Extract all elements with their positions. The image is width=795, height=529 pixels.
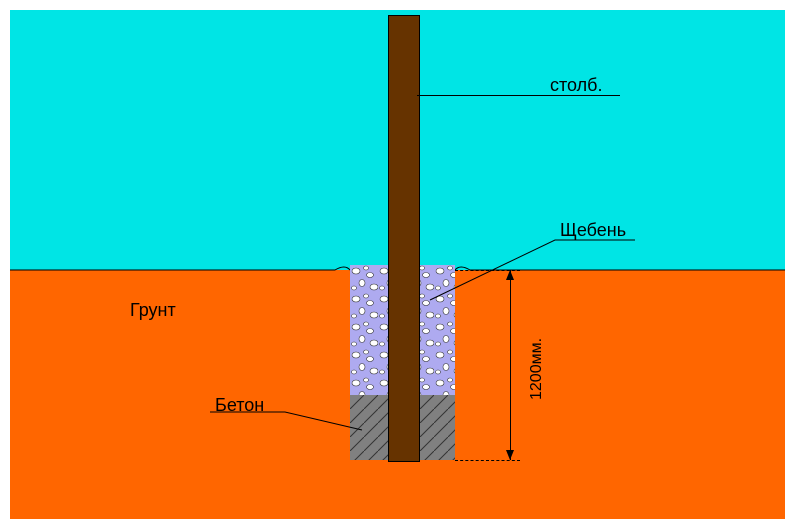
diagram-stage: Грунт столб. Щебень Бетон 1200мм. [0, 0, 795, 529]
gravel-label: Щебень [560, 220, 626, 241]
post-label: столб. [550, 75, 602, 96]
dim-arrow-up-icon [506, 270, 514, 280]
post [388, 15, 420, 462]
ground-label: Грунт [130, 300, 176, 321]
dim-label: 1200мм. [528, 338, 546, 400]
concrete-label: Бетон [215, 395, 264, 416]
dim-line [510, 270, 511, 460]
dim-arrow-down-icon [506, 450, 514, 460]
dim-extension-bottom [455, 460, 520, 461]
